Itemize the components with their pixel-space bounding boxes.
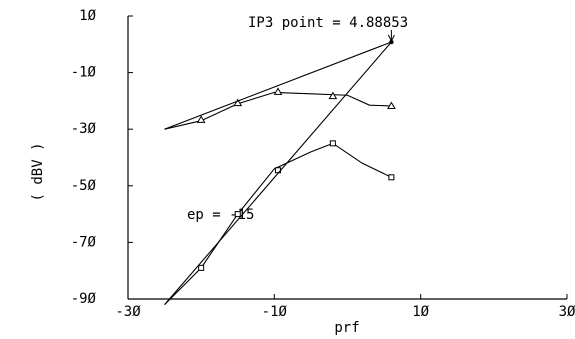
annotation-layer: IP3 point = 4.88853 ep = -15: [187, 15, 408, 223]
triangle-marker: [196, 115, 206, 123]
series-line: [164, 41, 392, 306]
series-layer: [164, 41, 396, 306]
square-marker: [329, 140, 336, 147]
y-axis-label: ( dBV ): [30, 142, 46, 201]
axes: [127, 16, 567, 300]
square-marker: [388, 174, 395, 181]
series-1: [164, 140, 395, 306]
y-tick-label: -7Ø: [71, 234, 97, 250]
triangle-marker: [328, 91, 338, 100]
y-tick-label: 1Ø: [79, 8, 96, 24]
triangle-marker: [273, 87, 283, 95]
x-tick-label: -3Ø: [115, 304, 141, 320]
ip3-point-marker: [389, 39, 394, 45]
y-tick-label: -5Ø: [71, 178, 97, 194]
triangle-marker: [387, 101, 396, 109]
series-2: [164, 41, 392, 130]
y-tick-label: -9Ø: [71, 291, 97, 307]
x-tick-label: 3Ø: [559, 304, 575, 320]
series-line: [164, 91, 392, 130]
square-marker: [198, 264, 205, 271]
series-line: [164, 142, 392, 306]
ip3-annotation: IP3 point = 4.88853: [248, 15, 408, 31]
series-0: [164, 87, 396, 130]
triangle-marker: [233, 98, 243, 107]
x-tick-label: -1Ø: [262, 304, 288, 320]
series-3: [164, 41, 392, 306]
series-line: [164, 41, 392, 130]
y-tick-label: -3Ø: [71, 121, 97, 137]
ticks: -3Ø -1Ø 1Ø 3Ø 1Ø -1Ø -3Ø -5Ø -7Ø -9Ø: [71, 8, 575, 320]
x-tick-label: 1Ø: [412, 304, 429, 320]
y-tick-label: -1Ø: [71, 65, 97, 81]
ep-annotation: ep = -15: [187, 207, 254, 223]
square-marker: [234, 211, 241, 218]
x-axis-label: prf: [334, 320, 359, 336]
